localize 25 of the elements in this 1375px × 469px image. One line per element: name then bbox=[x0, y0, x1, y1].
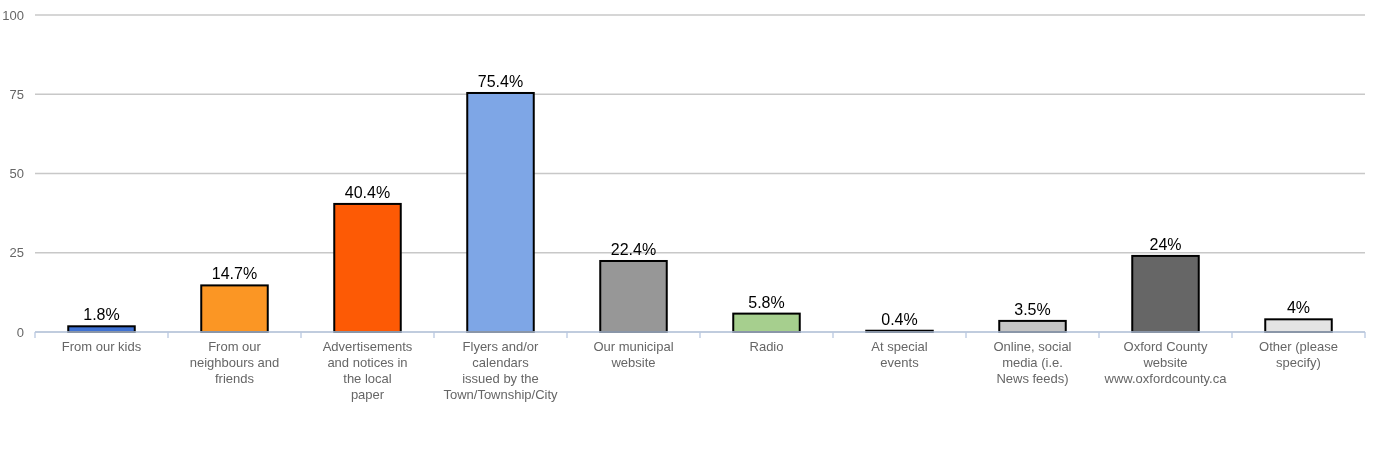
y-tick-label: 100 bbox=[2, 7, 24, 23]
x-tick-label: Our municipal website bbox=[593, 339, 674, 370]
x-tick-label: Radio bbox=[749, 339, 784, 354]
x-tick-label: From our kids bbox=[61, 339, 142, 354]
data-label: 5.8% bbox=[748, 293, 785, 311]
data-label: 24% bbox=[1149, 235, 1182, 253]
y-tick-label: 75 bbox=[9, 86, 24, 102]
x-tick-label: Advertisements and notices in the local paper bbox=[322, 339, 413, 402]
x-tick-label: At special events bbox=[871, 339, 928, 370]
x-tick-label: Flyers and/or calendars issued by the Town/Township/City bbox=[443, 339, 559, 402]
data-label: 75.4% bbox=[477, 72, 524, 90]
y-tick-label: 25 bbox=[9, 245, 24, 261]
x-tick-label: Other (please specify) bbox=[1259, 339, 1338, 370]
y-tick-label: 0 bbox=[16, 324, 24, 340]
data-label: 14.7% bbox=[211, 265, 258, 283]
y-tick-label: 50 bbox=[9, 166, 24, 182]
data-label: 3.5% bbox=[1014, 300, 1051, 318]
data-label: 40.4% bbox=[344, 183, 391, 201]
x-tick-label: Online, social media (i.e. News feeds) bbox=[993, 339, 1072, 386]
x-tick-label: Oxford County website www.oxfordcounty.ca bbox=[1103, 339, 1228, 386]
data-label: 4% bbox=[1286, 299, 1311, 317]
data-label: 22.4% bbox=[610, 240, 657, 258]
x-tick-label: From our neighbours and friends bbox=[189, 339, 280, 386]
data-label: 0.4% bbox=[881, 310, 918, 328]
data-label: 1.8% bbox=[83, 306, 120, 324]
